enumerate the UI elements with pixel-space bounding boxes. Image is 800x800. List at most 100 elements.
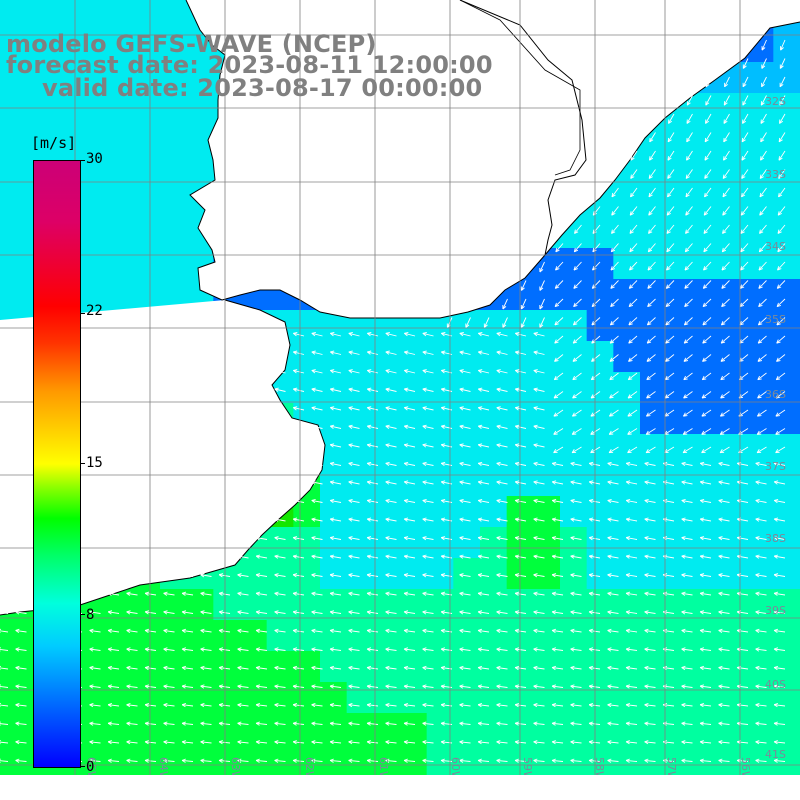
wind-arrow: [685, 187, 693, 198]
wind-arrow: [330, 350, 342, 355]
wind-speed-cell: [640, 496, 668, 528]
wind-arrow: [627, 409, 638, 417]
wind-speed-cell: [106, 93, 134, 125]
wind-arrow: [551, 721, 564, 726]
wind-arrow: [718, 610, 730, 615]
wind-speed-cell: [720, 310, 748, 342]
wind-arrow: [520, 298, 527, 310]
colorbar-tick-label: 22: [86, 303, 103, 319]
wind-arrow: [348, 628, 360, 633]
wind-arrow: [477, 684, 490, 689]
wind-arrow: [554, 354, 564, 362]
wind-arrow: [348, 647, 360, 652]
wind-arrow: [553, 391, 564, 399]
wind-arrow: [609, 409, 619, 417]
wind-arrow: [570, 647, 582, 652]
wind-arrow: [200, 665, 212, 671]
wind-speed-cell: [0, 186, 28, 218]
wind-arrow: [721, 261, 730, 271]
wind-arrow: [704, 169, 712, 179]
wind-arrow: [668, 113, 675, 124]
wind-speed-cell: [80, 744, 108, 776]
wind-speed-cell: [400, 434, 428, 466]
wind-arrow: [666, 206, 675, 216]
wind-arrow: [237, 758, 249, 763]
wind-arrow: [348, 573, 360, 578]
wind-arrow: [385, 610, 397, 615]
wind-speed-cell: [133, 155, 161, 187]
wind-speed-cell: [26, 124, 54, 156]
wind-arrow: [590, 409, 601, 417]
wind-speed-cell: [400, 465, 428, 497]
wind-speed-cell: [266, 651, 294, 683]
wind-arrow: [572, 372, 582, 381]
wind-arrow: [627, 428, 638, 435]
wind-arrow: [533, 684, 545, 689]
wind-arrow: [459, 443, 471, 448]
wind-arrow: [625, 684, 638, 689]
wind-speed-cell: [666, 558, 694, 590]
wind-speed-cell: [0, 713, 28, 745]
wind-arrow: [755, 498, 767, 504]
wind-speed-cell: [693, 372, 721, 404]
wind-arrow: [644, 498, 656, 504]
wind-arrow: [588, 702, 601, 708]
wind-arrow: [741, 150, 749, 161]
wind-arrow: [366, 480, 379, 485]
wind-arrow: [348, 350, 360, 355]
wind-arrow: [681, 758, 693, 763]
wind-speed-cell: [560, 403, 588, 435]
wind-arrow: [665, 317, 675, 326]
wind-arrow: [773, 480, 786, 485]
wind-speed-cell: [80, 651, 108, 683]
wind-arrow: [89, 758, 101, 763]
wind-arrow: [533, 758, 545, 763]
wind-speed-cell: [320, 403, 348, 435]
wind-arrow: [755, 758, 767, 763]
wind-speed-cell: [186, 62, 214, 94]
wind-arrow: [683, 391, 693, 399]
wind-speed-cell: [373, 558, 401, 590]
wind-arrow: [366, 443, 379, 448]
wind-arrow: [533, 332, 545, 337]
wind-arrow: [200, 610, 212, 615]
wind-arrow: [126, 610, 138, 615]
wind-arrow: [237, 628, 249, 633]
wind-speed-cell: [773, 620, 800, 652]
wind-speed-cell: [746, 155, 774, 187]
wind-speed-cell: [533, 403, 561, 435]
wind-speed-cell: [693, 713, 721, 745]
wind-speed-cell: [693, 403, 721, 435]
wind-arrow: [126, 628, 138, 633]
graticule: [0, 0, 800, 775]
wind-speed-cell: [533, 310, 561, 342]
wind-arrow: [514, 758, 527, 763]
wind-arrow: [533, 517, 545, 522]
wind-arrow: [459, 610, 471, 615]
wind-arrow: [366, 517, 379, 522]
wind-arrow: [699, 517, 712, 522]
wind-arrow: [755, 536, 767, 541]
wind-arrow: [496, 721, 508, 726]
wind-speed-cell: [720, 713, 748, 745]
wind-arrow: [741, 187, 749, 198]
wind-arrow: [311, 628, 323, 633]
wind-arrow: [740, 243, 749, 253]
wind-arrow: [181, 573, 194, 578]
wind-arrow: [15, 647, 27, 652]
wind-arrow: [422, 443, 434, 448]
wind-speed-cell: [746, 310, 774, 342]
wind-arrow: [590, 372, 601, 381]
wind-arrow: [89, 684, 101, 689]
wind-arrow: [646, 317, 656, 326]
wind-arrow: [311, 480, 323, 485]
wind-speed-cell: [80, 186, 108, 218]
wind-arrow: [274, 684, 286, 689]
wind-arrow: [588, 591, 601, 596]
wind-arrow: [483, 317, 490, 328]
wind-arrow: [718, 721, 730, 726]
wind-arrow: [778, 169, 786, 179]
wind-arrow: [644, 536, 656, 541]
wind-arrow: [773, 665, 786, 671]
wind-arrow: [644, 647, 656, 652]
